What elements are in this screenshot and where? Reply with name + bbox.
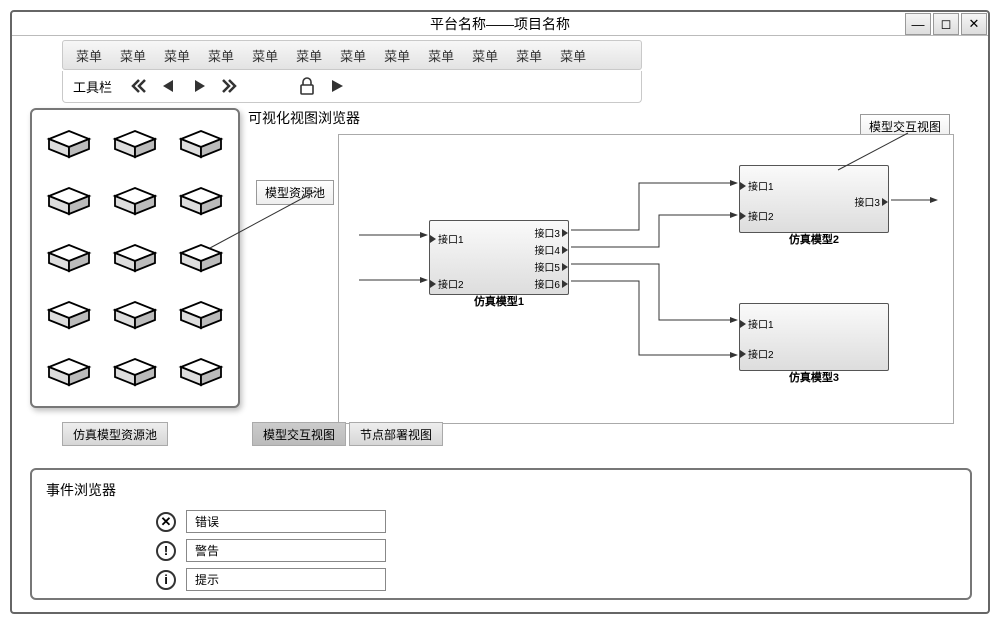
toolbar: 工具栏 xyxy=(63,71,641,101)
palette-item[interactable] xyxy=(41,237,97,279)
model-caption: 仿真模型2 xyxy=(740,231,888,247)
menu-item[interactable]: 菜单 xyxy=(243,46,287,65)
first-icon[interactable] xyxy=(128,75,150,97)
palette-item[interactable] xyxy=(107,237,163,279)
titlebar: 平台名称——项目名称 — ◻ ✕ xyxy=(12,12,988,36)
palette-item[interactable] xyxy=(107,180,163,222)
resource-pool-label: 模型资源池 xyxy=(256,180,334,205)
menu-bar: 菜单 菜单 菜单 菜单 菜单 菜单 菜单 菜单 菜单 菜单 菜单 菜单 xyxy=(62,40,642,70)
event-row-warning: ! 警告 xyxy=(156,539,956,562)
toolbar-container: 工具栏 xyxy=(62,71,642,103)
menu-item[interactable]: 菜单 xyxy=(287,46,331,65)
info-icon: i xyxy=(156,570,176,590)
events-panel: 事件浏览器 ✕ 错误 ! 警告 i 提示 xyxy=(30,468,972,600)
maximize-button[interactable]: ◻ xyxy=(933,13,959,35)
port-label: 接口1 xyxy=(748,178,774,193)
tab-interaction-view[interactable]: 模型交互视图 xyxy=(252,422,346,446)
menu-item[interactable]: 菜单 xyxy=(551,46,595,65)
port-label: 接口2 xyxy=(438,276,464,291)
model-box-2[interactable]: 接口1 接口2 接口3 仿真模型2 xyxy=(739,165,889,233)
toolbar-label: 工具栏 xyxy=(73,77,112,96)
port-label: 接口6 xyxy=(534,276,560,291)
minimize-button[interactable]: — xyxy=(905,13,931,35)
canvas-area: 可视化视图浏览器 模型资源池 模型交互视图 xyxy=(248,108,970,438)
error-icon: ✕ xyxy=(156,512,176,532)
palette-item[interactable] xyxy=(173,123,229,165)
model-caption: 仿真模型3 xyxy=(740,369,888,385)
port-label: 接口1 xyxy=(438,231,464,246)
lock-icon[interactable] xyxy=(296,75,318,97)
play-icon[interactable] xyxy=(326,75,348,97)
port-label: 接口3 xyxy=(534,225,560,240)
palette-item[interactable] xyxy=(173,351,229,393)
menu-item[interactable]: 菜单 xyxy=(419,46,463,65)
port-label: 接口5 xyxy=(534,259,560,274)
menu-item[interactable]: 菜单 xyxy=(331,46,375,65)
event-text: 错误 xyxy=(186,510,386,533)
left-tabstrip: 仿真模型资源池 xyxy=(62,422,171,446)
menu-item[interactable]: 菜单 xyxy=(507,46,551,65)
event-text: 警告 xyxy=(186,539,386,562)
window-controls: — ◻ ✕ xyxy=(904,12,988,36)
events-title: 事件浏览器 xyxy=(46,480,956,500)
palette-item[interactable] xyxy=(107,123,163,165)
menu-item[interactable]: 菜单 xyxy=(111,46,155,65)
palette-item[interactable] xyxy=(41,351,97,393)
event-row-info: i 提示 xyxy=(156,568,956,591)
menu-item[interactable]: 菜单 xyxy=(155,46,199,65)
tab-resource-pool[interactable]: 仿真模型资源池 xyxy=(62,422,168,446)
palette-item[interactable] xyxy=(173,180,229,222)
tab-deploy-view[interactable]: 节点部署视图 xyxy=(349,422,443,446)
model-caption: 仿真模型1 xyxy=(430,293,568,309)
window-title: 平台名称——项目名称 xyxy=(12,12,988,36)
close-button[interactable]: ✕ xyxy=(961,13,987,35)
port-label: 接口3 xyxy=(854,194,880,209)
canvas-frame[interactable]: 接口1 接口2 接口3 接口4 接口5 接口6 仿真模型1 接口1 接口2 接口… xyxy=(338,134,954,424)
model-box-3[interactable]: 接口1 接口2 仿真模型3 xyxy=(739,303,889,371)
back-icon[interactable] xyxy=(158,75,180,97)
model-box-1[interactable]: 接口1 接口2 接口3 接口4 接口5 接口6 仿真模型1 xyxy=(429,220,569,295)
model-palette xyxy=(30,108,240,408)
palette-item[interactable] xyxy=(41,294,97,336)
palette-item[interactable] xyxy=(107,294,163,336)
port-label: 接口4 xyxy=(534,242,560,257)
menu-item[interactable]: 菜单 xyxy=(199,46,243,65)
palette-item[interactable] xyxy=(173,237,229,279)
port-label: 接口1 xyxy=(748,316,774,331)
event-text: 提示 xyxy=(186,568,386,591)
app-window: 平台名称——项目名称 — ◻ ✕ 菜单 菜单 菜单 菜单 菜单 菜单 菜单 菜单… xyxy=(10,10,990,614)
center-tabstrip: 模型交互视图 节点部署视图 xyxy=(252,422,446,446)
warning-icon: ! xyxy=(156,541,176,561)
menu-item[interactable]: 菜单 xyxy=(67,46,111,65)
palette-item[interactable] xyxy=(173,294,229,336)
menu-item[interactable]: 菜单 xyxy=(375,46,419,65)
palette-item[interactable] xyxy=(41,123,97,165)
menu-item[interactable]: 菜单 xyxy=(463,46,507,65)
palette-item[interactable] xyxy=(41,180,97,222)
event-row-error: ✕ 错误 xyxy=(156,510,956,533)
port-label: 接口2 xyxy=(748,208,774,223)
last-icon[interactable] xyxy=(218,75,240,97)
forward-icon[interactable] xyxy=(188,75,210,97)
palette-item[interactable] xyxy=(107,351,163,393)
port-label: 接口2 xyxy=(748,346,774,361)
